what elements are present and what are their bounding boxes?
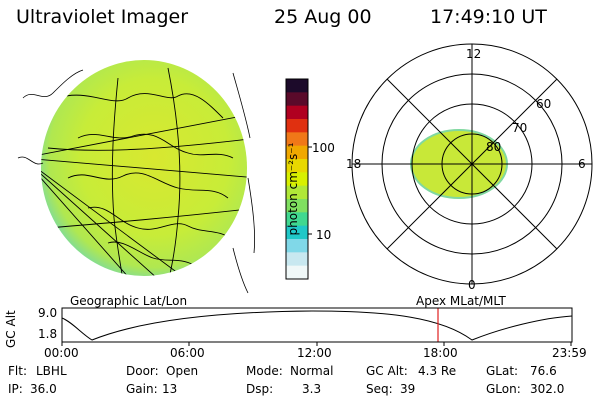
- info-gcalt-label: GC Alt:: [366, 364, 408, 378]
- info-dsp-value: 3.3: [302, 382, 322, 396]
- info-gain-value: 13: [162, 382, 178, 396]
- info-ip-value: 36.0: [30, 382, 57, 396]
- info-ip-label: IP:: [8, 382, 23, 396]
- colorbar-band: [286, 159, 308, 173]
- info-mode-value: Normal: [290, 364, 334, 378]
- info-glon-value: 302.0: [530, 382, 565, 396]
- info-glat-value: 76.6: [530, 364, 557, 378]
- right-panel-caption: Apex MLat/MLT: [416, 294, 506, 308]
- colorbar-band: [286, 265, 308, 280]
- altitude-xtick-2: 12:00: [297, 346, 332, 360]
- mlt-label-6: 6: [578, 157, 586, 171]
- info-gcalt-value: 4.3 Re: [418, 364, 457, 378]
- colorbar-band: [286, 252, 308, 267]
- info-gain-label: Gain:: [126, 382, 158, 396]
- time-label: 17:49:10 UT: [430, 6, 547, 28]
- info-seq-label: Seq:: [366, 382, 393, 396]
- colorbar-band: [286, 145, 308, 160]
- instrument-title: Ultraviolet Imager: [16, 6, 189, 28]
- altitude-plot: [61, 307, 573, 346]
- altitude-xtick-3: 18:00: [423, 346, 458, 360]
- colorbar-band: [286, 79, 308, 93]
- mlat-label-60: 60: [536, 97, 552, 111]
- info-mode-label: Mode:: [246, 364, 283, 378]
- mlat-label-80: 80: [486, 140, 502, 154]
- colorbar-band: [286, 92, 308, 107]
- colorbar-band: [286, 132, 308, 147]
- altitude-xtick-0: 00:00: [44, 346, 79, 360]
- info-glat-label: GLat:: [486, 364, 519, 378]
- colorbar-band: [286, 199, 308, 213]
- colorbar-tick-10: 10: [316, 228, 332, 242]
- info-door-label: Door:: [126, 364, 159, 378]
- geographic-image: [17, 60, 256, 294]
- polar-plot: [351, 43, 593, 285]
- altitude-xtick-1: 06:00: [170, 346, 205, 360]
- colorbar: [285, 78, 312, 280]
- colorbar-units-label: photon cm⁻²s⁻¹: [286, 142, 300, 236]
- colorbar-band: [286, 225, 308, 240]
- info-glon-label: GLon:: [486, 382, 521, 396]
- info-flt-value: LBHL: [36, 364, 67, 378]
- colorbar-band: [286, 239, 308, 253]
- colorbar-band: [286, 119, 308, 133]
- mlat-label-70: 70: [512, 121, 528, 135]
- mlt-label-12: 12: [466, 47, 482, 61]
- colorbar-band: [286, 185, 308, 200]
- colorbar-tick-100: 100: [312, 141, 335, 155]
- left-panel-caption: Geographic Lat/Lon: [70, 294, 188, 308]
- altitude-ytick-high: 9.0: [38, 306, 58, 320]
- info-seq-value: 39: [400, 382, 416, 396]
- mlt-label-0: 0: [468, 278, 476, 292]
- mlt-label-18: 18: [346, 157, 362, 171]
- colorbar-band: [286, 172, 308, 187]
- info-flt-label: Flt:: [8, 364, 27, 378]
- colorbar-band: [286, 105, 308, 120]
- date-label: 25 Aug 00: [274, 6, 372, 28]
- altitude-ylabel: GC Alt: [4, 310, 18, 348]
- altitude-xtick-4: 23:59: [552, 346, 587, 360]
- altitude-ytick-low: 1.8: [38, 327, 58, 341]
- info-door-value: Open: [166, 364, 199, 378]
- info-dsp-label: Dsp:: [246, 382, 274, 396]
- colorbar-band: [286, 212, 308, 227]
